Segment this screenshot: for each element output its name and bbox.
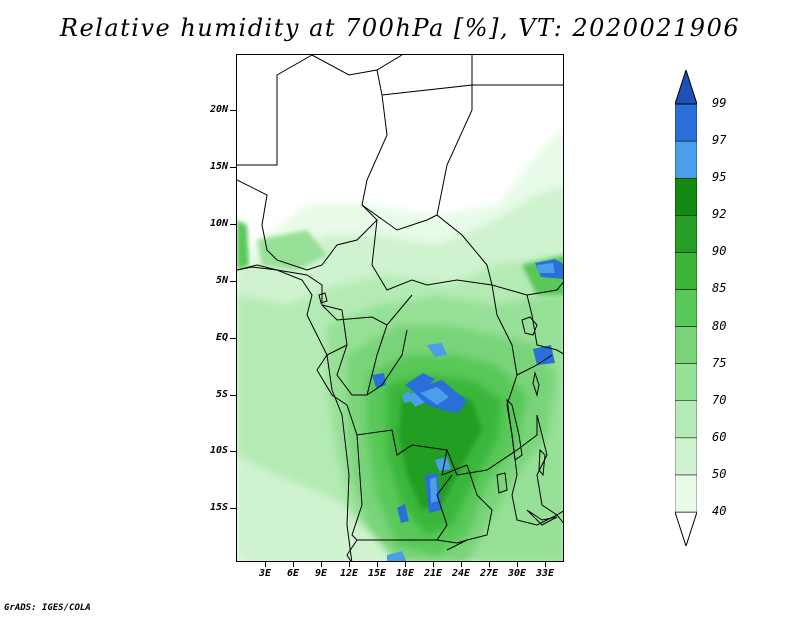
lon-label: 15E <box>367 568 387 579</box>
lat-tick <box>230 167 236 168</box>
colorbar-segment <box>675 363 697 401</box>
humidity-fill <box>237 127 563 561</box>
lat-tick <box>230 110 236 111</box>
colorbar-label: 40 <box>712 504 727 518</box>
lat-label: 20N <box>209 104 228 115</box>
colorbar-label: 75 <box>712 355 727 370</box>
lon-label: 12E <box>339 568 359 579</box>
lat-tick <box>230 395 236 396</box>
lon-label: 24E <box>451 568 471 579</box>
country-borders <box>237 55 563 561</box>
lon-tick <box>489 562 490 567</box>
footer-credit: GrADS: IGES/COLA <box>4 603 91 613</box>
colorbar-label: 85 <box>712 281 727 296</box>
lon-label: 21E <box>423 568 443 579</box>
colorbar-segment <box>675 400 697 439</box>
lon-tick <box>433 562 434 567</box>
colorbar-segment <box>675 103 697 142</box>
lat-tick <box>230 508 236 509</box>
map-title: Relative humidity at 700hPa [%], VT: 202… <box>59 14 741 42</box>
colorbar-label: 95 <box>712 170 727 185</box>
lat-label: 15N <box>209 161 228 172</box>
lon-tick <box>265 562 266 567</box>
coastline <box>237 266 353 561</box>
colorbar-label: 80 <box>712 318 727 333</box>
lakes <box>318 292 558 526</box>
colorbar-segment <box>675 511 697 546</box>
colorbar-segment <box>675 437 697 476</box>
colorbar-segment <box>675 215 697 253</box>
lat-tick <box>230 451 236 452</box>
colorbar-label: 97 <box>712 133 727 148</box>
lat-tick <box>230 281 236 282</box>
colorbar-label: 50 <box>712 466 727 481</box>
colorbar-segment <box>675 474 697 513</box>
lon-label: 6E <box>286 568 300 579</box>
colorbar-segment <box>675 252 697 290</box>
lon-tick <box>349 562 350 567</box>
lat-label: EQ <box>215 332 228 343</box>
lon-label: 33E <box>535 568 555 579</box>
colorbar-label: 70 <box>712 392 727 407</box>
colorbar-segment <box>675 326 697 364</box>
lon-tick <box>377 562 378 567</box>
lon-label: 3E <box>258 568 272 579</box>
colorbar-label: 92 <box>712 207 727 222</box>
lat-label: 15S <box>209 502 228 513</box>
lon-tick <box>517 562 518 567</box>
lon-tick <box>461 562 462 567</box>
lat-label: 10N <box>209 218 228 229</box>
colorbar-segment <box>675 177 697 216</box>
colorbar-label: 60 <box>712 429 727 444</box>
lon-label: 30E <box>507 568 527 579</box>
lon-tick <box>405 562 406 567</box>
colorbar-label: 99 <box>712 96 727 110</box>
lat-label: 5S <box>215 389 228 400</box>
lon-tick <box>293 562 294 567</box>
lon-label: 27E <box>479 568 499 579</box>
lat-label: 5N <box>215 275 228 286</box>
colorbar-segment <box>675 289 697 327</box>
map-plot-area <box>236 54 564 562</box>
lat-tick <box>230 338 236 339</box>
lon-label: 9E <box>314 568 328 579</box>
lat-label: 10S <box>209 445 228 456</box>
lon-tick <box>545 562 546 567</box>
lon-tick <box>321 562 322 567</box>
colorbar-label: 90 <box>712 244 727 259</box>
lon-label: 18E <box>395 568 415 579</box>
colorbar-segment <box>675 70 697 105</box>
colorbar <box>675 70 697 546</box>
humidity-map <box>237 55 563 561</box>
lat-tick <box>230 224 236 225</box>
colorbar-segment <box>675 140 697 179</box>
